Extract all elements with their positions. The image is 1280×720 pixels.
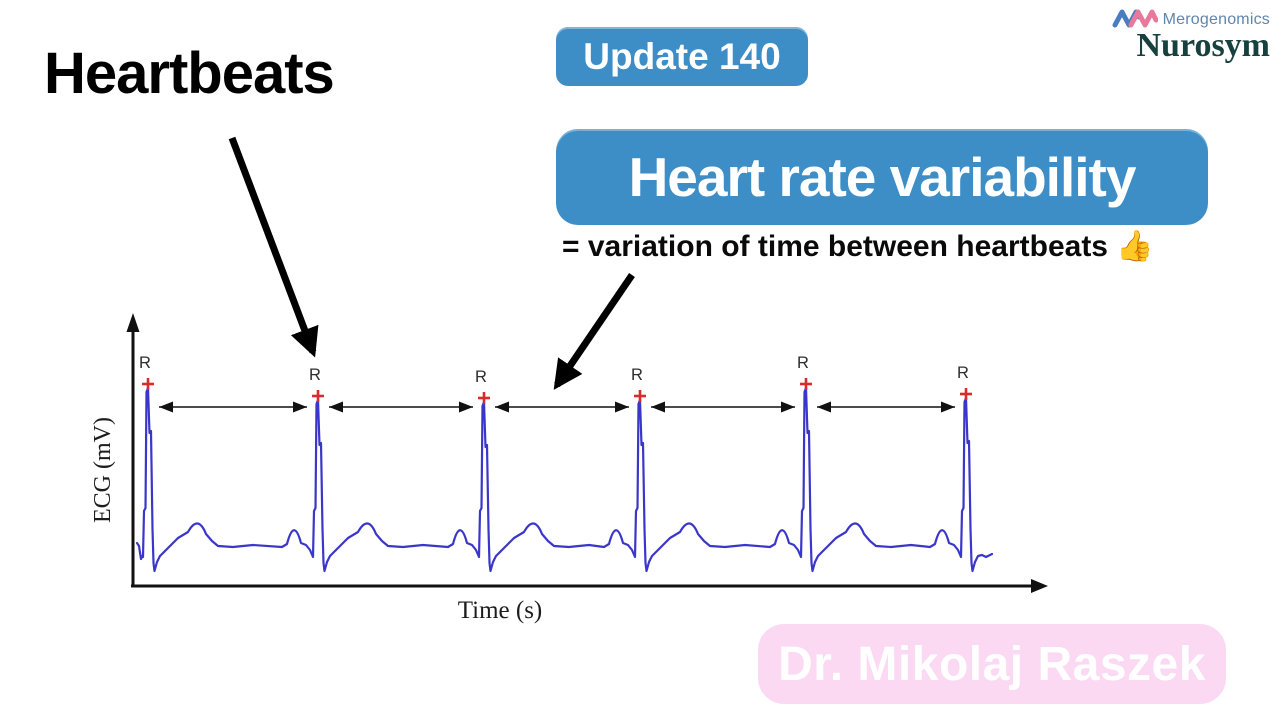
page-title: Heartbeats xyxy=(44,41,335,106)
r-peak-label: R xyxy=(631,366,643,384)
definition-text: = variation of time between heartbeats 👍 xyxy=(562,230,1154,263)
svg-text:ECG (mV): ECG (mV) xyxy=(90,417,116,523)
svg-text:Time (s): Time (s) xyxy=(458,597,543,624)
update-badge-label: Update 140 xyxy=(583,35,781,77)
credit-label: Dr. Mikolaj Raszek xyxy=(778,637,1206,691)
topic-badge-label: Heart rate variability xyxy=(628,146,1137,208)
brand-block: Merogenomics Nurosym xyxy=(1112,6,1270,63)
ecg-chart-svg: Time (s) ECG (mV) R R R R R R xyxy=(90,313,1048,624)
ecg-chart: Time (s) ECG (mV) R R R R R R xyxy=(90,310,1050,640)
brand-company-name: Merogenomics xyxy=(1162,10,1270,28)
merogenomics-logo-icon xyxy=(1112,6,1159,33)
r-peak-label: R xyxy=(139,354,151,372)
r-peak-label: R xyxy=(475,368,487,386)
credit-badge: Dr. Mikolaj Raszek xyxy=(758,624,1226,704)
update-badge: Update 140 xyxy=(556,27,808,86)
topic-badge: Heart rate variability xyxy=(556,129,1208,225)
r-peak-label: R xyxy=(797,354,809,372)
r-peak-label: R xyxy=(957,364,969,382)
r-peak-label: R xyxy=(309,366,321,384)
brand-product-name: Nurosym xyxy=(1136,27,1271,64)
